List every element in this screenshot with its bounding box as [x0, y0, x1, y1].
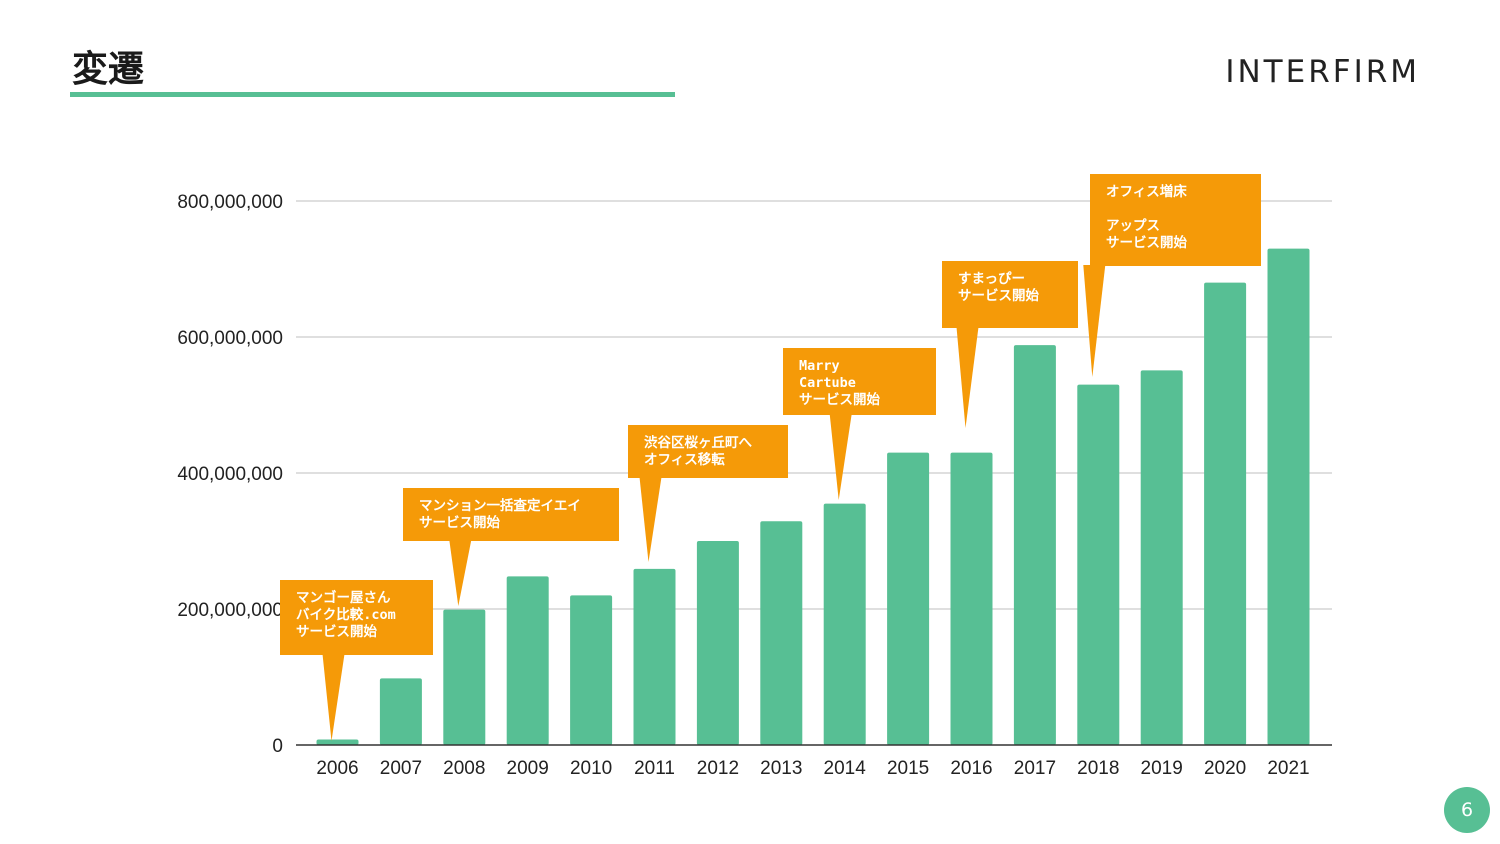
x-tick-label: 2014: [824, 758, 867, 779]
page-title: 変遷: [72, 49, 145, 90]
bar-2020: [1204, 282, 1247, 745]
y-tick-label: 800,000,000: [177, 192, 283, 213]
x-tick-label: 2009: [507, 758, 549, 779]
brand-logo: INTERFIRM: [1225, 54, 1420, 90]
callout-box: [280, 580, 433, 655]
bar-2008: [443, 609, 486, 745]
callout-text: Marry: [799, 358, 840, 374]
callout-box: [942, 261, 1078, 328]
y-axis-ticks: 0 200,000,000 400,000,000 600,000,000 800,00…: [177, 192, 283, 757]
callout-text: すまっぴー: [958, 271, 1025, 287]
page-number-badge: 6: [1444, 787, 1490, 833]
callout-text: サービス開始: [296, 623, 377, 640]
bar-2011: [633, 568, 676, 745]
callout-box: [403, 488, 619, 541]
callout-text: サービス開始: [419, 514, 500, 531]
x-tick-label: 2007: [380, 758, 422, 779]
bar-2016: [950, 452, 993, 745]
y-tick-label: 200,000,000: [177, 600, 283, 621]
x-tick-label: 2017: [1014, 758, 1056, 779]
x-tick-label: 2019: [1141, 758, 1183, 779]
bars: [316, 248, 1310, 745]
callout-text: アップス: [1106, 218, 1160, 234]
bar-2013: [760, 521, 803, 745]
x-tick-label: 2010: [570, 758, 612, 779]
bar-2015: [887, 452, 930, 745]
x-tick-label: 2018: [1077, 758, 1119, 779]
callout-text: 渋谷区桜ヶ丘町へ: [644, 434, 752, 451]
bar-2018: [1077, 384, 1120, 745]
callout-box: [628, 425, 788, 478]
callout-text: マンゴー屋さん: [296, 589, 391, 606]
x-tick-label: 2006: [316, 758, 358, 779]
bar-2017: [1013, 345, 1056, 745]
bar-2021: [1267, 248, 1310, 745]
bar-2010: [570, 595, 613, 745]
callout-text: バイク比較.com: [296, 606, 396, 623]
callout-box: [783, 348, 936, 415]
x-axis-ticks: 2006 2007 2008 2009 2010 2011 2012 2013 2014 2015…: [316, 758, 1309, 779]
x-tick-label: 2011: [634, 758, 675, 779]
callout-text: サービス開始: [958, 287, 1039, 304]
x-tick-label: 2016: [950, 758, 992, 779]
annotations: マンゴー屋さんバイク比較.comサービス開始マンション一括査定イエイサービス開始…: [280, 174, 1261, 741]
x-tick-label: 2015: [887, 758, 929, 779]
bar-2014: [823, 503, 866, 745]
bar-2006: [316, 739, 359, 745]
x-tick-label: 2012: [697, 758, 739, 779]
y-tick-label: 400,000,000: [177, 464, 283, 485]
title-underline: [70, 92, 675, 97]
y-tick-label: 0: [272, 736, 283, 757]
callout-text: サービス開始: [1106, 234, 1187, 251]
bar-2012: [696, 541, 739, 745]
bar-2019: [1140, 370, 1183, 745]
callout-text: マンション一括査定イエイ: [419, 497, 581, 514]
callout-text: Cartube: [799, 375, 856, 391]
callout-text: オフィス増床: [1106, 183, 1187, 200]
x-tick-label: 2008: [443, 758, 485, 779]
bar-2007: [379, 678, 422, 745]
callout-text: サービス開始: [799, 391, 880, 408]
x-tick-label: 2020: [1204, 758, 1246, 779]
x-tick-label: 2021: [1267, 758, 1309, 779]
bar-2009: [506, 576, 549, 745]
callout-box: [1090, 174, 1261, 266]
callout-text: オフィス移転: [644, 451, 725, 468]
x-tick-label: 2013: [760, 758, 802, 779]
y-tick-label: 600,000,000: [177, 328, 283, 349]
